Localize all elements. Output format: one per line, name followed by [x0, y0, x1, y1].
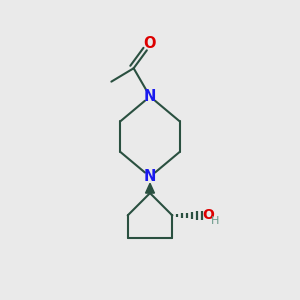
Text: N: N	[144, 169, 156, 184]
Text: N: N	[144, 89, 156, 104]
Text: H: H	[211, 216, 219, 226]
Text: O: O	[202, 208, 214, 222]
Text: O: O	[144, 35, 156, 50]
Polygon shape	[146, 183, 154, 193]
